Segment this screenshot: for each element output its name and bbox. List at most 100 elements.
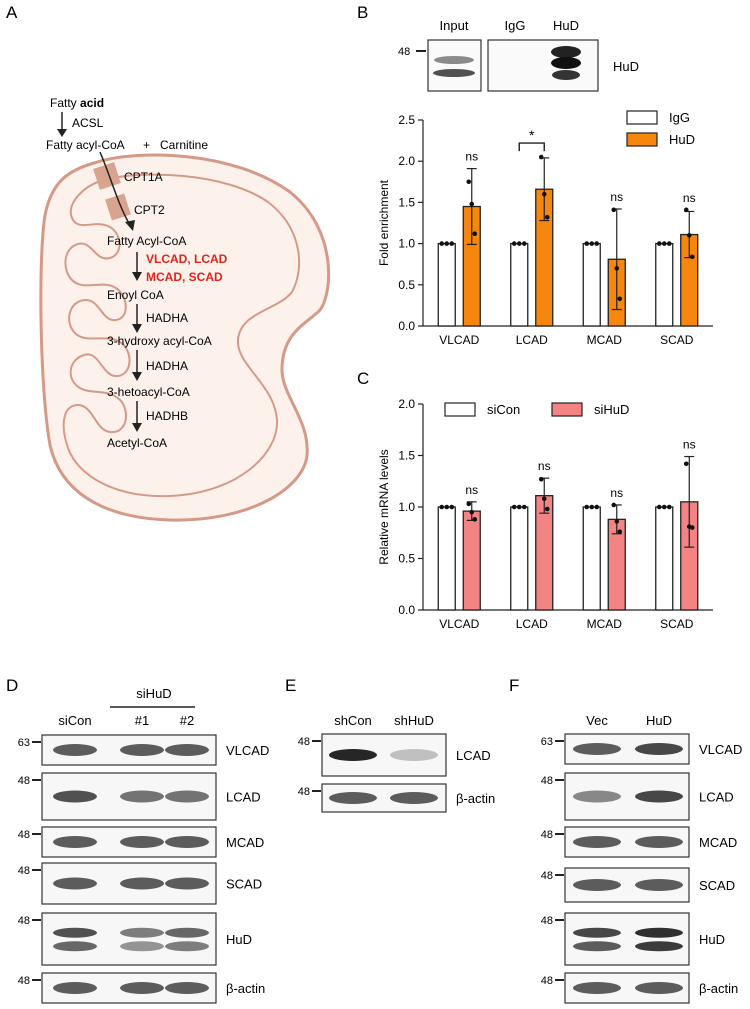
blot-d-lane-label: #1 bbox=[135, 713, 149, 728]
chart-b: 0.0 0.5 1.0 1.5 2.0 2.5 Fold enrichment VLCAD ns… bbox=[377, 110, 713, 347]
blot-d-marker: 48 bbox=[18, 829, 30, 841]
blot-b-hud-band-1 bbox=[551, 46, 581, 58]
blot-f-marker: 48 bbox=[541, 870, 553, 882]
data-point bbox=[444, 241, 450, 246]
significance-label: * bbox=[529, 127, 535, 143]
y-tick-label: 2.5 bbox=[398, 113, 415, 127]
blot-f-protein-label: HuD bbox=[699, 932, 725, 947]
transport-arrowhead bbox=[125, 220, 135, 231]
panel-letter-a: A bbox=[6, 3, 18, 22]
blot-d-marker: 48 bbox=[18, 915, 30, 927]
acetyl-coa-label: Acetyl-CoA bbox=[107, 436, 167, 450]
legend-swatch-sicon bbox=[444, 402, 476, 417]
blot-d-band bbox=[120, 941, 164, 952]
data-point bbox=[538, 154, 544, 160]
hadha-label-1: HADHA bbox=[146, 311, 188, 325]
blot-f-band bbox=[635, 836, 683, 848]
enzymes-red-line1: VLCAD, LCAD bbox=[146, 252, 228, 266]
transport-arrow bbox=[99, 151, 131, 226]
mitochondrion-outer-membrane bbox=[39, 153, 331, 522]
x-tick-label: SCAD bbox=[660, 617, 694, 631]
significance-label: ns bbox=[610, 486, 623, 500]
panel-letter-b: B bbox=[357, 3, 368, 22]
blot-e-marker: 48 bbox=[298, 736, 310, 748]
data-point bbox=[656, 241, 662, 246]
step2-arrowhead bbox=[132, 324, 142, 333]
data-point bbox=[617, 296, 623, 302]
blot-f-band bbox=[573, 941, 621, 952]
blot-f-band bbox=[573, 982, 621, 994]
x-tick-label: LCAD bbox=[516, 617, 548, 631]
x-tick-label: VLCAD bbox=[439, 333, 479, 347]
blot-d-marker: 48 bbox=[18, 775, 30, 787]
blot-b-label: HuD bbox=[613, 59, 639, 74]
legend-label-hud: HuD bbox=[669, 132, 695, 147]
significance-label: ns bbox=[465, 483, 478, 497]
panel-e: E shCon shHuD 48 LCAD 48 β-actin bbox=[285, 676, 495, 813]
step3-arrowhead bbox=[132, 372, 142, 381]
blot-d-band bbox=[165, 790, 209, 803]
significance-bracket bbox=[518, 142, 545, 152]
blot-d-protein-label: VLCAD bbox=[226, 743, 269, 758]
blot-d-band bbox=[120, 927, 164, 938]
blot-b-input-band-upper bbox=[434, 56, 474, 64]
y-tick-label: 1.0 bbox=[398, 237, 415, 251]
fatty-acid-label: Fatty acid bbox=[50, 96, 104, 110]
y-tick-label: 2.0 bbox=[398, 154, 415, 168]
ketoacyl-coa-label: 3-hetoacyl-CoA bbox=[107, 385, 190, 399]
step4-arrowhead bbox=[132, 423, 142, 432]
data-point bbox=[614, 519, 620, 524]
bar-sicon-mcad bbox=[582, 506, 601, 611]
blot-d-band bbox=[165, 836, 209, 848]
data-point bbox=[656, 504, 662, 510]
data-point bbox=[472, 517, 478, 522]
blot-d-band bbox=[165, 927, 209, 938]
bar-sicon-lcad bbox=[510, 506, 529, 611]
blot-d-marker: 63 bbox=[18, 737, 30, 749]
blot-f-protein-label: LCAD bbox=[699, 790, 734, 805]
blot-b-ip-box bbox=[487, 39, 599, 92]
blot-f-band bbox=[573, 927, 621, 938]
y-tick-label: 1.5 bbox=[398, 195, 415, 209]
blot-f-band bbox=[635, 743, 683, 755]
blot-f-lane-label: Vec bbox=[586, 713, 608, 728]
data-point bbox=[584, 241, 590, 246]
data-point bbox=[439, 504, 445, 510]
blot-d-protein-label: β-actin bbox=[226, 981, 265, 996]
bar-sicon-vlcad bbox=[437, 506, 456, 611]
blot-e-band bbox=[329, 792, 377, 804]
x-tick-label: LCAD bbox=[516, 333, 548, 347]
legend-label-sicon: siCon bbox=[487, 402, 520, 417]
y-tick-label: 2.0 bbox=[398, 397, 415, 411]
blot-d-lane-label: #2 bbox=[180, 713, 194, 728]
data-point bbox=[541, 191, 547, 197]
blot-b-input-band-lower bbox=[433, 69, 475, 77]
blot-e-band bbox=[390, 792, 438, 804]
x-tick-label: MCAD bbox=[587, 617, 623, 631]
fatty-acyl-coa-matrix-label: Fatty Acyl-CoA bbox=[107, 234, 186, 248]
legend-swatch-sihud bbox=[551, 402, 583, 417]
data-point bbox=[611, 207, 617, 213]
blot-d-group-label: siHuD bbox=[136, 686, 171, 701]
blot-d-band bbox=[120, 982, 164, 994]
significance-label: ns bbox=[610, 190, 623, 204]
data-point bbox=[611, 502, 617, 508]
bar-sicon-scad bbox=[655, 506, 674, 611]
blot-d-protein-label: HuD bbox=[226, 932, 252, 947]
data-point bbox=[469, 201, 475, 207]
blot-e-lane-label: shCon bbox=[334, 713, 372, 728]
y-tick-label: 1.0 bbox=[398, 500, 415, 514]
hadha-label-2: HADHA bbox=[146, 359, 188, 373]
enzymes-red-line2: MCAD, SCAD bbox=[146, 270, 223, 284]
acyl-coa-label: Fatty acyl-CoA bbox=[46, 138, 125, 152]
panel-d: D siHuD siCon #1 #2 63 VLCAD 48 LCAD 48 MCAD 48 SC… bbox=[6, 676, 269, 1004]
blot-d-band bbox=[53, 836, 97, 848]
blot-b-hud-band-3 bbox=[552, 70, 580, 80]
blot-d-band bbox=[53, 790, 97, 803]
data-point bbox=[511, 504, 517, 510]
panel-letter-e: E bbox=[285, 676, 296, 695]
mitochondrion-inner-membrane bbox=[62, 173, 301, 498]
y-tick-label: 0.0 bbox=[398, 319, 415, 333]
blot-f-band bbox=[635, 879, 683, 891]
